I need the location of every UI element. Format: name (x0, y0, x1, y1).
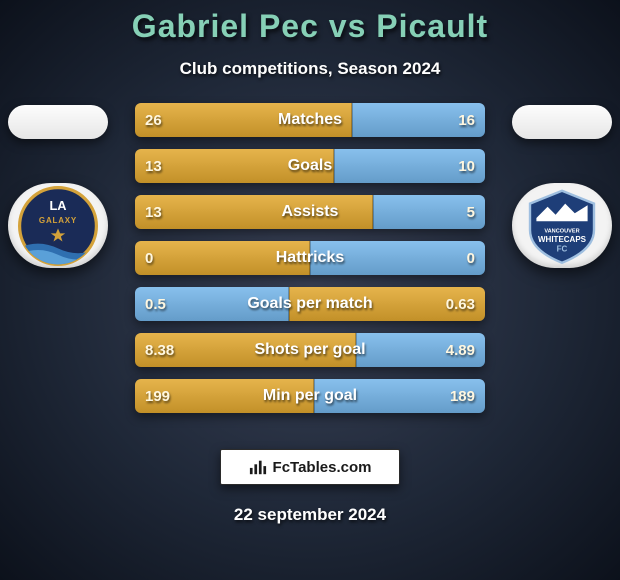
la-galaxy-logo-icon: LA GALAXY (18, 186, 98, 266)
bar-seg-right (373, 195, 485, 229)
bar-seg-left (135, 195, 373, 229)
bar-base (135, 287, 485, 321)
bar-base (135, 103, 485, 137)
bar-base (135, 149, 485, 183)
stat-row: 199189Min per goal (135, 379, 485, 413)
svg-text:LA: LA (49, 198, 66, 213)
branding-badge: FcTables.com (220, 449, 400, 485)
bar-seg-right (334, 149, 485, 183)
player-flag-right (512, 105, 612, 139)
stat-row: 1310Goals (135, 149, 485, 183)
stat-row: 8.384.89Shots per goal (135, 333, 485, 367)
bar-base (135, 195, 485, 229)
page-title: Gabriel Pec vs Picault (132, 8, 488, 45)
bar-base (135, 379, 485, 413)
bar-seg-left (135, 103, 352, 137)
stat-row: 0.50.63Goals per match (135, 287, 485, 321)
bar-seg-left (135, 333, 356, 367)
date-text: 22 september 2024 (234, 505, 386, 525)
svg-text:WHITECAPS: WHITECAPS (538, 235, 587, 244)
svg-text:VANCOUVER: VANCOUVER (544, 228, 579, 234)
bar-base (135, 241, 485, 275)
bar-seg-right (314, 379, 485, 413)
comparison-chart: LA GALAXY VANCOUVER WHITECAPS FC 2616Mat… (0, 103, 620, 433)
bar-seg-left (135, 379, 314, 413)
team-badge-left: LA GALAXY (8, 183, 108, 268)
stat-row: 00Hattricks (135, 241, 485, 275)
stat-row: 135Assists (135, 195, 485, 229)
bar-seg-right (310, 241, 485, 275)
bar-seg-left (135, 287, 289, 321)
bar-base (135, 333, 485, 367)
bars-container: 2616Matches 1310Goals 135Assists 00Hattrick… (135, 103, 485, 413)
player-flag-left (8, 105, 108, 139)
branding-text: FcTables.com (273, 459, 372, 476)
stat-row: 2616Matches (135, 103, 485, 137)
bar-seg-right (289, 287, 485, 321)
whitecaps-logo-icon: VANCOUVER WHITECAPS FC (522, 186, 602, 266)
bar-seg-right (352, 103, 485, 137)
svg-text:GALAXY: GALAXY (39, 215, 77, 224)
svg-text:FC: FC (557, 244, 568, 253)
bar-seg-right (356, 333, 485, 367)
bar-seg-left (135, 241, 310, 275)
team-badge-right: VANCOUVER WHITECAPS FC (512, 183, 612, 268)
bar-seg-left (135, 149, 334, 183)
root-container: Gabriel Pec vs Picault Club competitions… (0, 0, 620, 580)
subtitle: Club competitions, Season 2024 (180, 59, 441, 79)
bars-icon (249, 458, 267, 476)
